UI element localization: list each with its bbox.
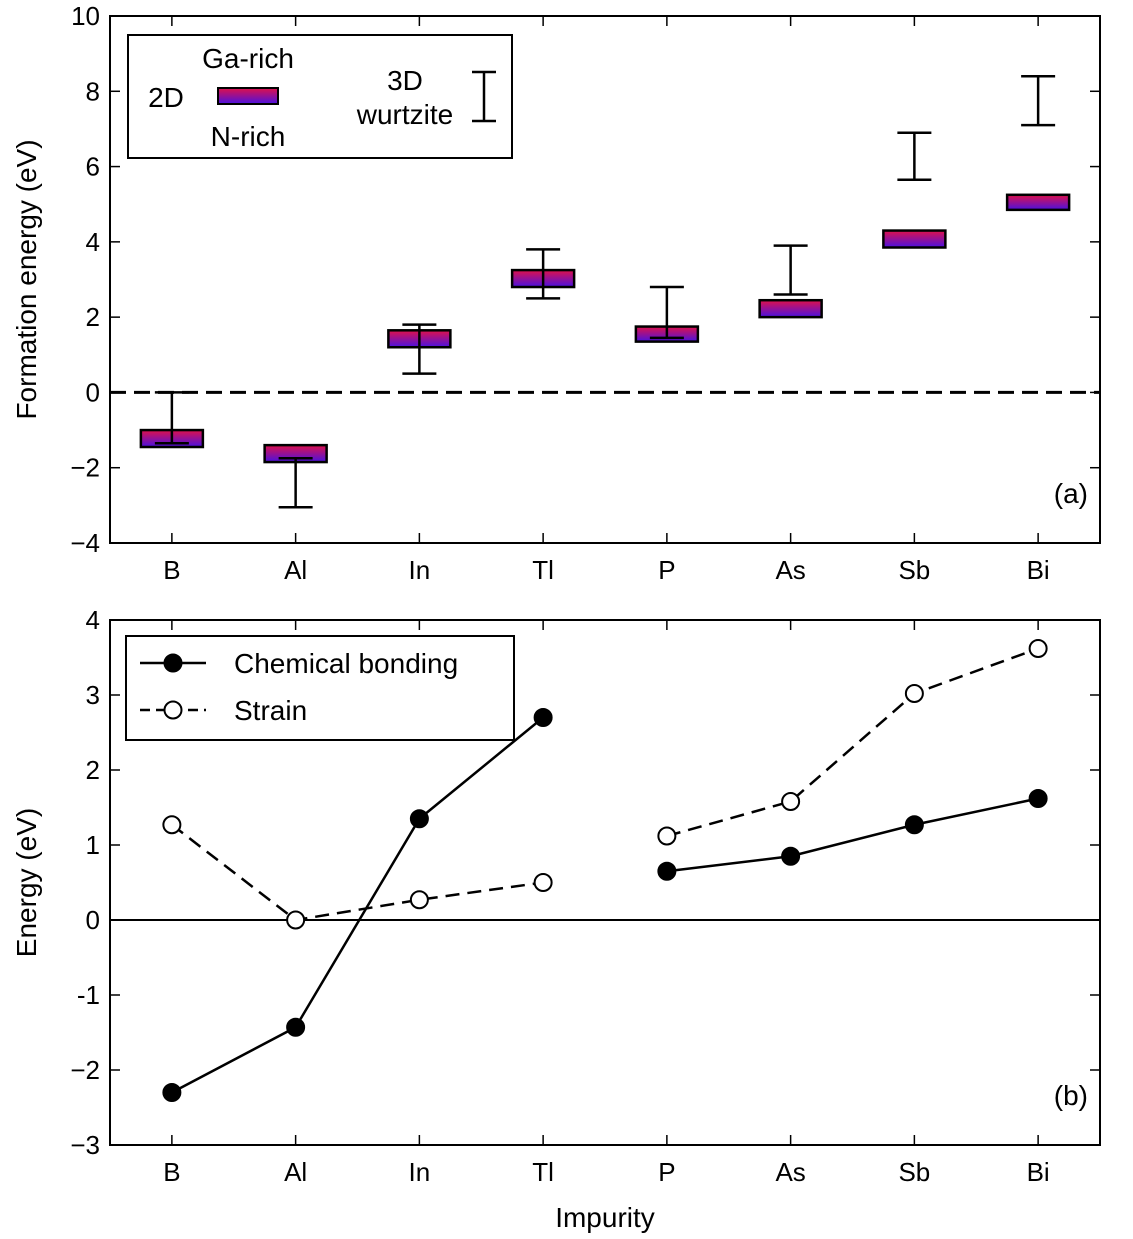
legend-marker-chemical-bonding bbox=[163, 653, 183, 673]
range-box-2d bbox=[1005, 193, 1071, 212]
legend-n-rich-label: N-rich bbox=[211, 121, 286, 152]
legend-2d-label: 2D bbox=[148, 82, 184, 113]
data-point-chemical-bonding bbox=[286, 1017, 306, 1037]
y-tick-label: −4 bbox=[70, 528, 100, 558]
data-point-chemical-bonding bbox=[904, 815, 924, 835]
data-point-strain bbox=[162, 815, 182, 835]
panel-b: −3 −2 -1 0 1 2 3 4 B Al In Tl P As Sb Bi Energy (eV) Impu… bbox=[11, 605, 1101, 1233]
x-tick-label: As bbox=[775, 1157, 805, 1187]
y-tick-label: 6 bbox=[86, 152, 100, 182]
x-tick-label: B bbox=[163, 555, 180, 585]
x-tick-label: Bi bbox=[1027, 555, 1050, 585]
x-tick-label: Tl bbox=[532, 555, 554, 585]
x-tick-label: Al bbox=[284, 555, 307, 585]
legend-marker-strain bbox=[163, 700, 183, 720]
y-tick-label: 1 bbox=[86, 830, 100, 860]
x-tick-label: Tl bbox=[532, 1157, 554, 1187]
legend-box-swatch bbox=[217, 87, 279, 105]
data-point-chemical-bonding bbox=[781, 846, 801, 866]
y-tick-label: 0 bbox=[86, 377, 100, 407]
data-point-chemical-bonding bbox=[657, 861, 677, 881]
x-tick-label: P bbox=[658, 1157, 675, 1187]
data-point-strain bbox=[409, 890, 429, 910]
y-tick-label: 8 bbox=[86, 76, 100, 106]
data-point-chemical-bonding bbox=[533, 708, 553, 727]
y-tick-label: 0 bbox=[86, 905, 100, 935]
y-tick-label: 10 bbox=[71, 1, 100, 31]
x-tick-label: As bbox=[775, 555, 805, 585]
data-point-strain bbox=[533, 873, 553, 892]
legend-wurtzite-label: wurtzite bbox=[356, 99, 453, 130]
range-box-2d bbox=[882, 229, 947, 249]
legend-b: Chemical bonding Strain bbox=[125, 635, 515, 741]
y-tick-label: −2 bbox=[70, 453, 100, 483]
legend-label-chemical-bonding: Chemical bonding bbox=[234, 648, 458, 679]
x-tick-label: B bbox=[163, 1157, 180, 1187]
x-tick-label: Sb bbox=[898, 555, 930, 585]
data-point-strain bbox=[657, 826, 677, 846]
plot-frame bbox=[109, 15, 1101, 544]
y-axis-title: Formation energy (eV) bbox=[11, 139, 42, 419]
x-tick-label: P bbox=[658, 555, 675, 585]
series-line-strain bbox=[666, 647, 1039, 838]
y-tick-label: 4 bbox=[86, 605, 100, 635]
panel-label: (b) bbox=[1054, 1080, 1088, 1111]
data-point-chemical-bonding bbox=[162, 1083, 182, 1102]
data-point-strain bbox=[1028, 639, 1048, 658]
data-point-strain bbox=[286, 910, 306, 930]
panel-a: −4 −2 0 2 4 6 8 10 B Al In Tl P As Sb Bi Formation energ… bbox=[11, 1, 1101, 585]
y-tick-label: 2 bbox=[86, 755, 100, 785]
legend-ga-rich-label: Ga-rich bbox=[202, 43, 294, 74]
y-tick-label: 4 bbox=[86, 227, 100, 257]
x-axis-title: Impurity bbox=[555, 1202, 655, 1233]
series-line-strain bbox=[171, 823, 544, 922]
panel-label: (a) bbox=[1054, 478, 1088, 509]
y-tick-label: -1 bbox=[77, 980, 100, 1010]
y-tick-label: 3 bbox=[86, 680, 100, 710]
x-tick-label: Al bbox=[284, 1157, 307, 1187]
plot-frame bbox=[109, 619, 1101, 1146]
y-tick-label: −3 bbox=[70, 1130, 100, 1160]
x-tick-label: In bbox=[409, 555, 431, 585]
legend-frame bbox=[127, 34, 513, 159]
data-point-chemical-bonding bbox=[409, 809, 429, 829]
y-tick-label: −2 bbox=[70, 1055, 100, 1085]
range-box-2d bbox=[758, 298, 823, 319]
series-line-chemical-bonding bbox=[171, 716, 544, 1094]
x-tick-label: In bbox=[409, 1157, 431, 1187]
legend-frame bbox=[125, 635, 515, 741]
data-point-chemical-bonding bbox=[1028, 789, 1048, 808]
data-point-strain bbox=[904, 684, 924, 703]
series-line-chemical-bonding bbox=[666, 797, 1039, 873]
legend-3d-label: 3D bbox=[387, 65, 423, 96]
y-axis-title: Energy (eV) bbox=[11, 808, 42, 957]
x-tick-label: Bi bbox=[1027, 1157, 1050, 1187]
y-tick-label: 2 bbox=[86, 302, 100, 332]
legend-label-strain: Strain bbox=[234, 695, 307, 726]
x-tick-label: Sb bbox=[898, 1157, 930, 1187]
data-point-strain bbox=[781, 792, 801, 811]
